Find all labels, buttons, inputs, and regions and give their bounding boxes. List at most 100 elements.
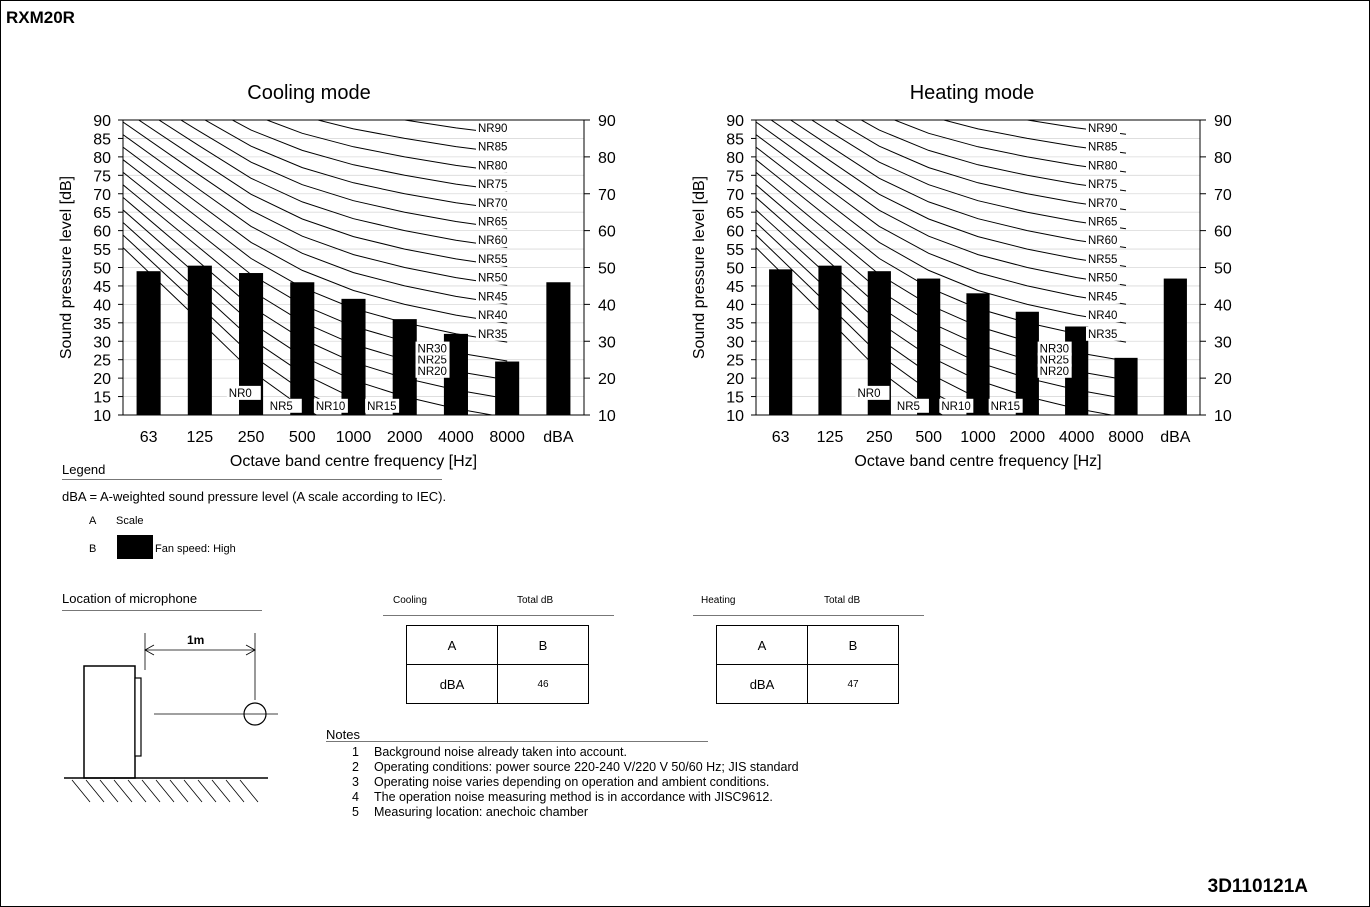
nr-curve-35: [756, 160, 1126, 342]
nr-label: NR55: [1088, 254, 1117, 266]
cooling-table-total: Total dB: [517, 595, 553, 606]
tick-label: 25: [726, 353, 744, 370]
bar-125: [818, 266, 841, 415]
cooling-total-value: 46: [498, 665, 589, 704]
tick-label: 10: [1214, 408, 1232, 425]
tick-label: 50: [726, 261, 744, 278]
tick-label: 55: [726, 242, 744, 259]
nr-label: NR65: [1088, 216, 1117, 228]
nr-label: NR75: [1088, 179, 1117, 191]
bar-1000: [966, 293, 989, 415]
nr-label: NR15: [991, 401, 1020, 413]
table-row: dBA 47: [717, 665, 899, 704]
heating-table-divider: [693, 615, 924, 616]
category-label: 500: [915, 429, 942, 446]
nr-label: NR0: [857, 388, 880, 400]
heating-table-total: Total dB: [824, 595, 860, 606]
unit-grille: [135, 678, 141, 756]
tick-label: 40: [726, 297, 744, 314]
category-label: 250: [866, 429, 893, 446]
nr-curve-90: [756, 22, 1126, 135]
tick-label: 75: [726, 168, 744, 185]
note-item: 4 The operation noise measuring method is…: [352, 790, 799, 805]
notes-divider: [326, 741, 708, 742]
tick-label: 90: [726, 113, 744, 130]
heating-results-table: A B dBA 47: [716, 625, 899, 704]
notes-title: Notes: [326, 727, 360, 742]
fan-speed-high-swatch: [117, 535, 153, 559]
nr-curve-40: [756, 147, 1126, 323]
microphone-title: Location of microphone: [62, 591, 197, 606]
nr-curve-55: [756, 110, 1126, 267]
tick-label: 30: [726, 334, 744, 351]
bars: [769, 266, 1187, 415]
note-item: 5 Measuring location: anechoic chamber: [352, 805, 799, 820]
table-cell: B: [808, 626, 899, 665]
x-axis-title: Octave band centre frequency [Hz]: [854, 453, 1101, 470]
cooling-results-table: A B dBA 46: [406, 625, 589, 704]
category-label: 1000: [960, 429, 996, 446]
tick-label: 80: [726, 150, 744, 167]
tick-label: 10: [726, 408, 744, 425]
legend-label-b: Fan speed: High: [155, 543, 236, 555]
bar-8000: [1114, 358, 1137, 415]
tick-label: 35: [726, 316, 744, 333]
nr-label: NR85: [1088, 142, 1117, 154]
y-axis-title: Sound pressure level [dB]: [691, 176, 708, 359]
tick-label: 45: [726, 279, 744, 296]
bar-63: [769, 269, 792, 415]
document-code: 3D110121A: [1208, 876, 1308, 898]
distance-label: 1m: [187, 633, 204, 647]
nr-label: NR10: [941, 401, 970, 413]
x-axis-labels: 63 125 250 500 1000 2000 4000 8000 dBA: [772, 429, 1191, 446]
chart-title: Heating mode: [910, 82, 1035, 104]
cooling-table-label: Cooling: [393, 595, 427, 606]
tick-label: 85: [726, 131, 744, 148]
microphone-diagram: 1m: [56, 620, 286, 810]
legend-definition: dBA = A-weighted sound pressure level (A…: [62, 489, 446, 504]
note-item: 2 Operating conditions: power source 220-…: [352, 760, 799, 775]
heating-total-value: 47: [808, 665, 899, 704]
nr-label: NR45: [1088, 291, 1117, 303]
table-cell: dBA: [407, 665, 498, 704]
tick-label: 70: [1214, 187, 1232, 204]
nr-curve-45: [756, 135, 1126, 305]
legend-divider: [62, 479, 442, 480]
nr-curve-80: [756, 47, 1126, 172]
tick-label: 15: [726, 390, 744, 407]
tick-label: 50: [1214, 261, 1232, 278]
bar-dBA: [1164, 279, 1187, 415]
nr-label: NR90: [1088, 123, 1117, 135]
tick-label: 65: [726, 205, 744, 222]
heating-table-label: Heating: [701, 595, 735, 606]
nr-label: NR35: [1088, 329, 1117, 341]
nr-label: NR50: [1088, 273, 1117, 285]
tick-label: 20: [726, 371, 744, 388]
table-cell: B: [498, 626, 589, 665]
legend-title: Legend: [62, 462, 105, 477]
nr-label: NR60: [1088, 235, 1117, 247]
category-label: 8000: [1108, 429, 1144, 446]
nr-label: NR30: [1040, 344, 1069, 356]
nr-label: NR40: [1088, 310, 1117, 322]
legend-key-b: B: [89, 543, 96, 555]
table-cell: A: [717, 626, 808, 665]
tick-label: 40: [1214, 297, 1232, 314]
note-item: 1 Background noise already taken into acc…: [352, 745, 799, 760]
category-label: 2000: [1010, 429, 1046, 446]
unit-outline: [84, 666, 135, 778]
table-row: dBA 46: [407, 665, 589, 704]
floor-hatching: [72, 780, 258, 802]
nr-label: NR80: [1088, 160, 1117, 172]
nr-label: NR20: [1040, 366, 1069, 378]
right-axis-ticks: 90 80 70 60 50 40 30 20 10: [1200, 113, 1232, 425]
cooling-table-divider: [383, 615, 614, 616]
nr-label: NR25: [1040, 355, 1069, 367]
category-label: 125: [817, 429, 844, 446]
tick-label: 20: [1214, 371, 1232, 388]
category-label: 4000: [1059, 429, 1095, 446]
tick-label: 80: [1214, 150, 1232, 167]
category-label: 63: [772, 429, 790, 446]
nr-label: NR70: [1088, 198, 1117, 210]
tick-label: 60: [726, 224, 744, 241]
